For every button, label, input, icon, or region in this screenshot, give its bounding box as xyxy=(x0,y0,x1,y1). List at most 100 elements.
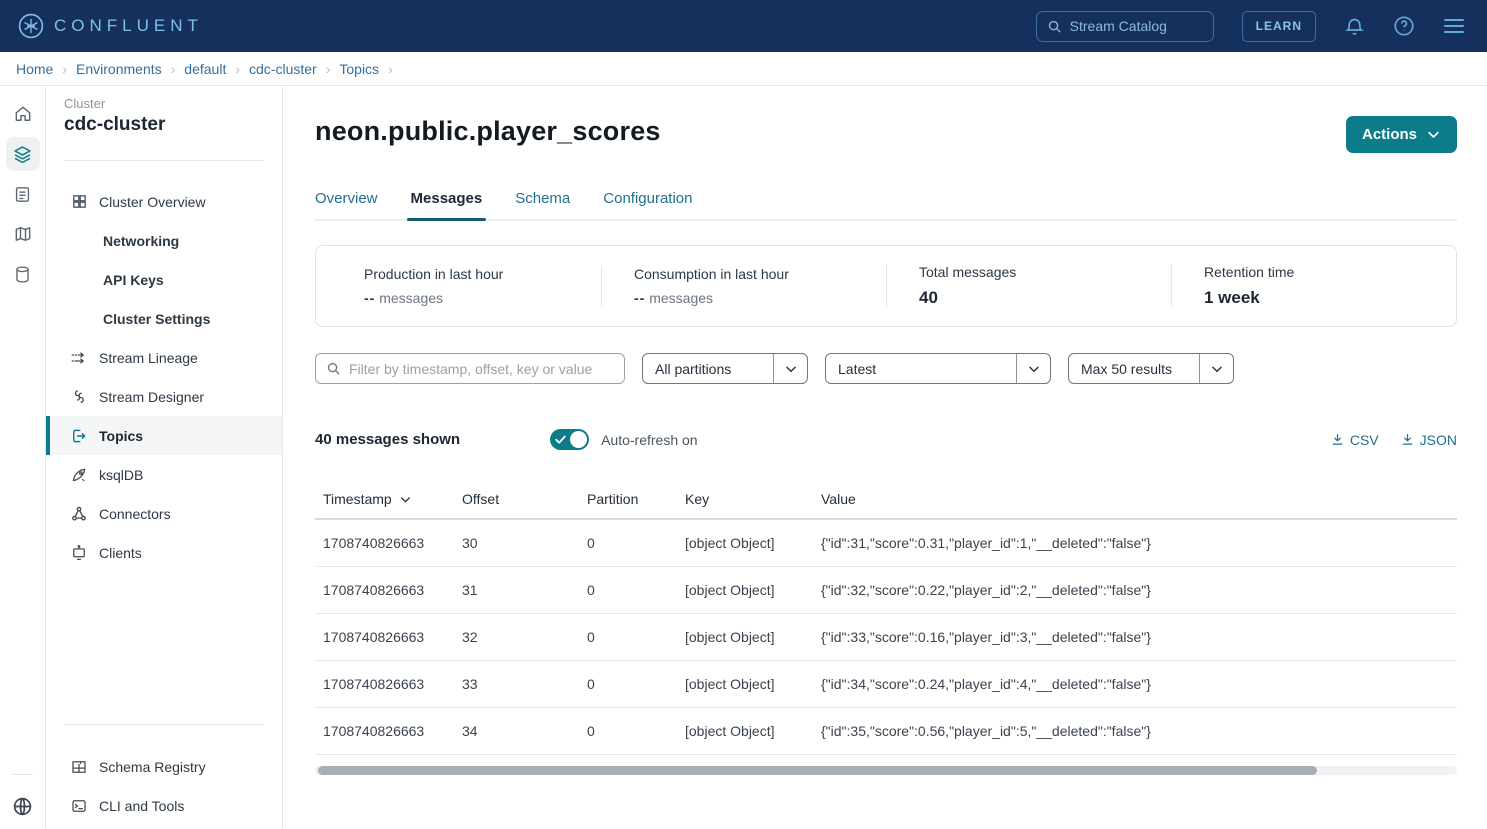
home-icon[interactable] xyxy=(6,97,40,131)
download-csv-link[interactable]: CSV xyxy=(1331,432,1379,448)
sidebar-item-api-keys[interactable]: API Keys xyxy=(46,260,282,299)
breadcrumb-cluster[interactable]: cdc-cluster xyxy=(249,61,317,77)
tab-schema[interactable]: Schema xyxy=(515,190,570,219)
brand-wordmark: CONFLUENT xyxy=(54,16,203,36)
sidebar-item-connectors[interactable]: Connectors xyxy=(46,494,282,533)
message-filter-search[interactable] xyxy=(315,353,625,384)
actions-button[interactable]: Actions xyxy=(1346,116,1457,153)
table-row[interactable]: 1708740826663 32 0 [object Object] {"id"… xyxy=(315,614,1457,661)
column-header-offset[interactable]: Offset xyxy=(462,491,587,507)
sidebar-item-stream-lineage[interactable]: Stream Lineage xyxy=(46,338,282,377)
download-json-link[interactable]: JSON xyxy=(1401,432,1457,448)
table-row[interactable]: 1708740826663 33 0 [object Object] {"id"… xyxy=(315,661,1457,708)
sidebar-item-cluster-settings[interactable]: Cluster Settings xyxy=(46,299,282,338)
chevron-down-icon xyxy=(1199,354,1233,383)
environments-layers-icon[interactable] xyxy=(6,137,40,171)
stat-consumption: Consumption in last hour -- messages xyxy=(601,266,886,306)
cluster-sidebar: Cluster cdc-cluster Cluster Overview Net… xyxy=(46,86,283,829)
sidebar-divider xyxy=(64,724,264,725)
download-icon xyxy=(1331,433,1344,446)
column-header-partition[interactable]: Partition xyxy=(587,491,685,507)
top-navbar: CONFLUENT LEARN xyxy=(0,0,1487,52)
sidebar-item-topics[interactable]: Topics xyxy=(46,416,282,455)
sidebar-item-ksqldb[interactable]: ksqlDB xyxy=(46,455,282,494)
sidebar-item-networking[interactable]: Networking xyxy=(46,221,282,260)
cell-offset: 31 xyxy=(462,582,587,598)
sort-chevron-icon xyxy=(399,493,412,506)
icon-rail xyxy=(0,86,46,829)
stat-total-messages: Total messages 40 xyxy=(886,264,1171,308)
chevron-right-icon: › xyxy=(171,61,176,77)
breadcrumb-environments[interactable]: Environments xyxy=(76,61,162,77)
cell-value: {"id":34,"score":0.24,"player_id":4,"__d… xyxy=(821,676,1457,692)
cell-timestamp: 1708740826663 xyxy=(323,582,462,598)
designer-icon xyxy=(70,388,88,406)
horizontal-scrollbar-thumb[interactable] xyxy=(318,766,1317,775)
chevron-right-icon: › xyxy=(326,61,331,77)
hamburger-menu-icon[interactable] xyxy=(1443,17,1465,35)
chevron-down-icon xyxy=(773,354,807,383)
table-row[interactable]: 1708740826663 30 0 [object Object] {"id"… xyxy=(315,520,1457,567)
order-select[interactable]: Latest xyxy=(825,353,1051,384)
breadcrumb-topics[interactable]: Topics xyxy=(339,61,379,77)
cell-value: {"id":33,"score":0.16,"player_id":3,"__d… xyxy=(821,629,1457,645)
sidebar-item-stream-designer[interactable]: Stream Designer xyxy=(46,377,282,416)
learn-button[interactable]: LEARN xyxy=(1242,11,1316,42)
message-filters: All partitions Latest Max 50 results xyxy=(315,353,1457,384)
database-icon[interactable] xyxy=(6,257,40,291)
message-filter-input[interactable] xyxy=(349,361,614,377)
cell-key: [object Object] xyxy=(685,676,821,692)
cell-key: [object Object] xyxy=(685,723,821,739)
cell-offset: 34 xyxy=(462,723,587,739)
sidebar-item-schema-registry[interactable]: Schema Registry xyxy=(46,747,282,786)
messages-toolbar: 40 messages shown Auto-refresh on CSV xyxy=(315,429,1457,450)
topics-icon xyxy=(70,427,88,445)
cell-timestamp: 1708740826663 xyxy=(323,629,462,645)
column-header-key[interactable]: Key xyxy=(685,491,821,507)
cell-value: {"id":31,"score":0.31,"player_id":1,"__d… xyxy=(821,535,1457,551)
sidebar-item-label: CLI and Tools xyxy=(99,798,184,814)
cell-key: [object Object] xyxy=(685,629,821,645)
map-icon[interactable] xyxy=(6,217,40,251)
messages-table: Timestamp Offset Partition Key Value 170… xyxy=(315,480,1457,775)
document-icon[interactable] xyxy=(6,177,40,211)
column-header-value[interactable]: Value xyxy=(821,491,1457,507)
download-icon xyxy=(1401,433,1414,446)
stream-catalog-input[interactable] xyxy=(1070,18,1203,34)
horizontal-scrollbar[interactable] xyxy=(315,766,1457,775)
stream-catalog-search[interactable] xyxy=(1036,11,1214,42)
topic-tabs: Overview Messages Schema Configuration xyxy=(315,190,1457,221)
sidebar-item-label: Clients xyxy=(99,545,142,561)
sidebar-item-cli-and-tools[interactable]: CLI and Tools xyxy=(46,786,282,825)
sidebar-divider xyxy=(64,160,264,161)
cell-timestamp: 1708740826663 xyxy=(323,676,462,692)
globe-icon[interactable] xyxy=(6,789,40,823)
results-limit-select[interactable]: Max 50 results xyxy=(1068,353,1234,384)
search-icon xyxy=(1047,19,1062,34)
sidebar-item-clients[interactable]: Clients xyxy=(46,533,282,572)
cell-partition: 0 xyxy=(587,582,685,598)
table-row[interactable]: 1708740826663 31 0 [object Object] {"id"… xyxy=(315,567,1457,614)
cluster-name: cdc-cluster xyxy=(46,111,282,136)
partition-select[interactable]: All partitions xyxy=(642,353,808,384)
notifications-bell-icon[interactable] xyxy=(1344,16,1365,37)
help-icon[interactable] xyxy=(1393,15,1415,37)
tab-messages[interactable]: Messages xyxy=(411,190,483,219)
search-icon xyxy=(326,361,341,376)
confluent-brand[interactable]: CONFLUENT xyxy=(18,13,203,39)
stat-retention-time: Retention time 1 week xyxy=(1171,264,1456,308)
cluster-label: Cluster xyxy=(46,96,282,111)
cell-timestamp: 1708740826663 xyxy=(323,535,462,551)
sidebar-item-cluster-overview[interactable]: Cluster Overview xyxy=(46,182,282,221)
table-row[interactable]: 1708740826663 34 0 [object Object] {"id"… xyxy=(315,708,1457,755)
tab-overview[interactable]: Overview xyxy=(315,190,378,219)
cell-offset: 33 xyxy=(462,676,587,692)
column-header-timestamp[interactable]: Timestamp xyxy=(323,491,462,507)
rail-divider xyxy=(13,774,33,775)
tab-configuration[interactable]: Configuration xyxy=(603,190,692,219)
breadcrumb-home[interactable]: Home xyxy=(16,61,53,77)
auto-refresh-toggle[interactable] xyxy=(550,429,589,450)
cell-offset: 30 xyxy=(462,535,587,551)
breadcrumb-default[interactable]: default xyxy=(184,61,226,77)
cell-value: {"id":35,"score":0.56,"player_id":5,"__d… xyxy=(821,723,1457,739)
